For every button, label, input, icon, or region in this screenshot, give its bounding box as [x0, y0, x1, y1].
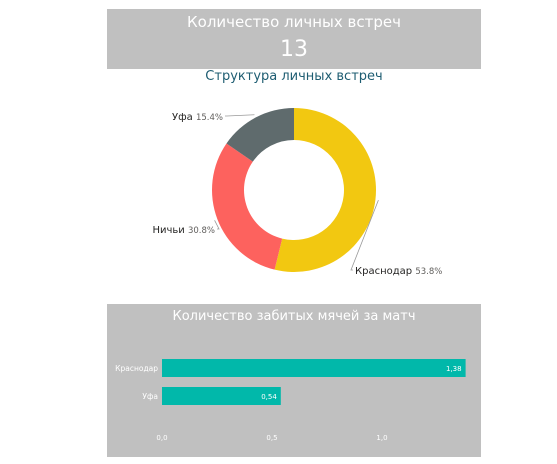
- donut-label-nichyi: Ничьи 30.8%: [152, 225, 215, 236]
- donut-slice-ufa: [226, 108, 294, 162]
- donut-label-name-krasnodar: Краснодар: [355, 266, 415, 277]
- kpi-value: 13: [280, 37, 308, 62]
- x-tick-label: 1,0: [376, 434, 387, 442]
- bar-chart-panel: Краснодар 1,38 Уфа 0,54 0,0 0,5 1,0 Количество…: [107, 304, 481, 457]
- donut-leader-krasnodar: [350, 199, 379, 271]
- bar-category-krasnodar: Краснодар: [115, 364, 158, 373]
- bar-krasnodar: [162, 359, 466, 377]
- bar-ufa: [162, 387, 281, 405]
- x-tick-label: 0,5: [266, 434, 277, 442]
- kpi-title: Количество личных встреч: [187, 13, 401, 31]
- kpi-card: Количество личных встреч 13: [107, 9, 481, 69]
- donut-label-krasnodar: Краснодар 53.8%: [355, 266, 442, 277]
- bar-value-ufa: 0,54: [261, 393, 277, 401]
- donut-label-value-ufa: 15.4%: [196, 113, 223, 123]
- donut-slice-krasnodar: [274, 108, 377, 272]
- donut-label-value-krasnodar: 53.8%: [415, 267, 442, 277]
- bar-chart-title: Количество забитых мячей за матч: [172, 309, 416, 324]
- donut-leader-nichyi: [214, 220, 220, 230]
- bar-chart: Краснодар 1,38 Уфа 0,54 0,0 0,5 1,0: [115, 359, 466, 442]
- donut-chart-title: Структура личных встреч: [205, 69, 383, 84]
- donut-label-value-nichyi: 30.8%: [188, 226, 215, 236]
- donut-label-ufa: Уфа 15.4%: [172, 112, 223, 123]
- bar-category-ufa: Уфа: [142, 392, 158, 401]
- donut-label-name-ufa: Уфа: [172, 112, 196, 123]
- donut-leader-ufa: [225, 114, 255, 117]
- donut-slice-nichyi: [212, 143, 283, 270]
- x-tick-label: 0,0: [156, 434, 167, 442]
- bar-value-krasnodar: 1,38: [446, 365, 462, 373]
- donut-chart: Краснодар 53.8% Ничьи 30.8% Уфа 15.4%: [152, 108, 442, 277]
- donut-label-name-nichyi: Ничьи: [152, 225, 188, 236]
